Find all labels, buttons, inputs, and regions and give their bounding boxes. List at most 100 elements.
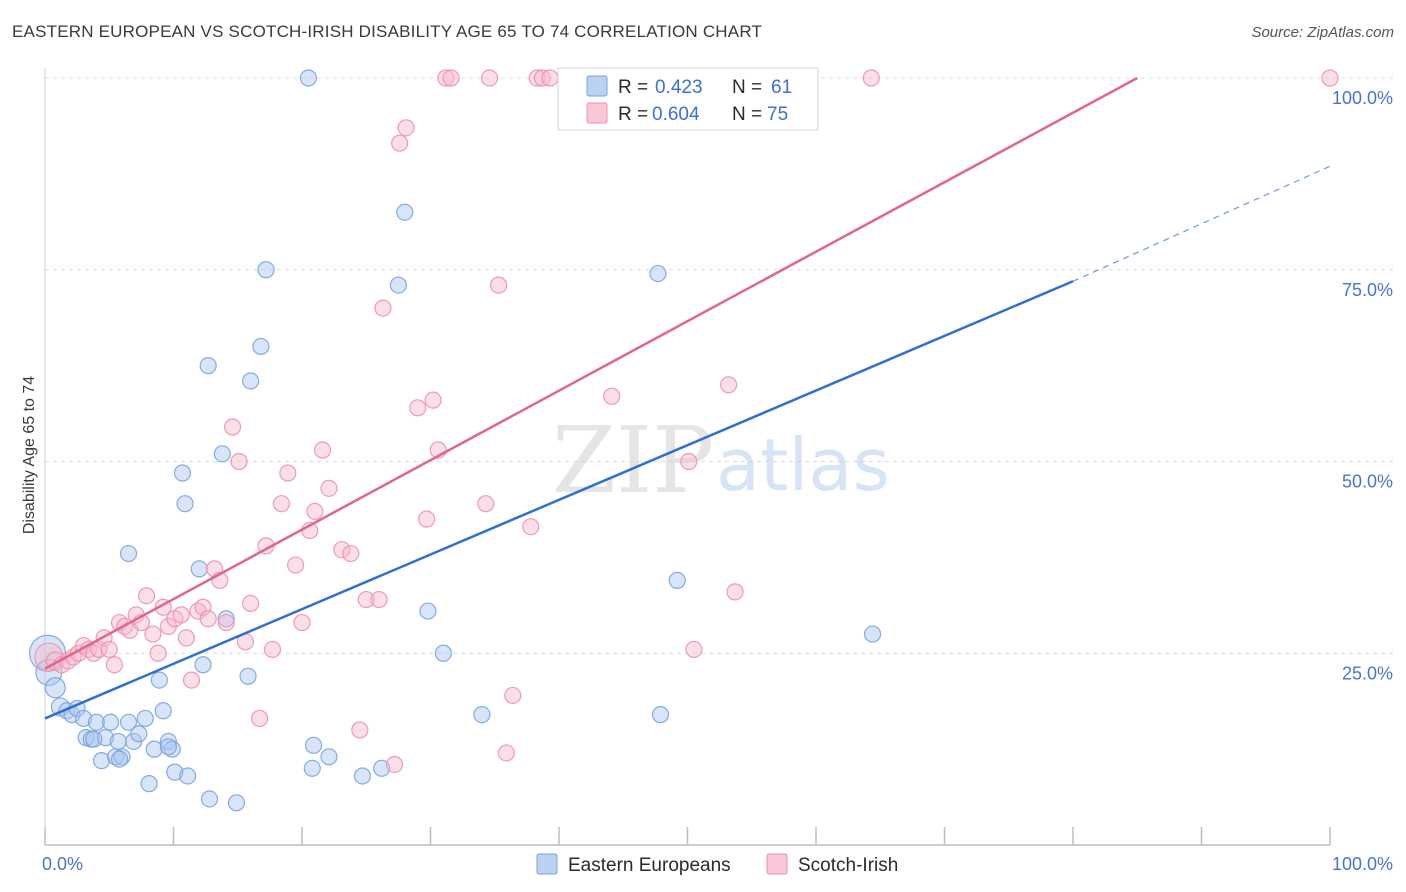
eastern-european-point-50: [473, 706, 491, 724]
scotch-irish-point-65: [490, 276, 508, 294]
eastern-european-point-41: [299, 69, 318, 87]
eastern-european-trend-extension: [1072, 165, 1331, 282]
eastern-european-point-55: [190, 560, 208, 578]
chart-title: EASTERN EUROPEAN VS SCOTCH-IRISH DISABIL…: [12, 22, 763, 41]
eastern-european-point-24: [154, 702, 172, 720]
scotch-irish-point-18: [137, 587, 156, 605]
chart-source: Source: ZipAtlas.com: [1251, 24, 1394, 41]
eastern-european-point-44: [353, 767, 371, 785]
stats-n-value-2: 75: [767, 104, 788, 125]
scotch-irish-point-47: [320, 479, 338, 497]
scotch-irish-point-32: [217, 613, 235, 632]
eastern-european-point-7: [74, 709, 93, 728]
eastern-european-point-60: [159, 738, 177, 756]
legend-swatch-scotch: [766, 853, 788, 875]
scotch-irish-point-25: [177, 629, 195, 647]
eastern-european-point-27: [166, 763, 184, 781]
eastern-european-point-43: [320, 748, 338, 766]
eastern-european-point-16: [113, 748, 131, 766]
stats-box: R = 0.423 N = 61 R = 0.604 N = 75: [557, 67, 819, 131]
axes: [44, 68, 1331, 846]
eastern-european-point-45: [373, 759, 391, 777]
eastern-european-point-52: [651, 706, 670, 724]
eastern-european-point-28: [173, 464, 192, 482]
watermark-atlas-text: atlas: [716, 423, 890, 507]
scotch-irish-point-55: [391, 134, 409, 152]
scotch-irish-point-26: [182, 671, 201, 689]
scotch-irish-point-45: [306, 502, 324, 520]
eastern-european-point-56: [119, 544, 138, 563]
eastern-european-point-51: [649, 264, 667, 283]
eastern-european-point-46: [389, 276, 407, 294]
eastern-european-point-54: [863, 625, 882, 643]
scotch-irish-trend-line: [44, 76, 1138, 670]
scotch-irish-point-77: [862, 69, 880, 87]
eastern-european-point-31: [194, 656, 212, 674]
eastern-european-point-17: [119, 713, 138, 731]
trend-lines: [44, 76, 1331, 720]
scotch-irish-point-74: [685, 640, 703, 659]
eastern-european-point-30: [179, 767, 197, 785]
scotch-irish-point-54: [385, 755, 404, 774]
y-tick-label-100: 100.0%: [1332, 88, 1393, 108]
scotch-irish-point-67: [504, 686, 522, 705]
eastern-european-point-53: [668, 571, 686, 589]
eastern-european-trend-line: [44, 280, 1074, 720]
stats-n-label-2: N =: [732, 104, 762, 125]
tick-labels: 25.0% 50.0% 75.0% 100.0% 0.0% 100.0%: [42, 88, 1393, 874]
scotch-irish-point-36: [242, 594, 260, 612]
scotch-irish-point-12: [105, 656, 123, 674]
stats-r-label-1: R =: [618, 77, 648, 98]
eastern-european-point-57: [303, 759, 321, 777]
scotch-irish-point-37: [250, 709, 269, 728]
x-tick-label-max: 100.0%: [1332, 854, 1393, 874]
eastern-european-point-34: [213, 445, 231, 463]
scotch-irish-point-75: [720, 376, 738, 394]
scotch-irish-point-50: [351, 721, 369, 739]
scotch-irish-point-20: [149, 644, 167, 662]
scotch-irish-point-51: [357, 590, 375, 609]
eastern-european-point-23: [150, 671, 168, 689]
stats-swatch-eastern: [586, 75, 608, 97]
eastern-european-point-37: [239, 667, 257, 685]
eastern-european-point-48: [419, 602, 437, 620]
eastern-european-point-40: [257, 261, 275, 279]
eastern-european-point-21: [140, 775, 158, 793]
scotch-irish-point-42: [286, 556, 305, 574]
eastern-european-point-11: [92, 752, 111, 770]
scotch-irish-point-73: [680, 452, 698, 471]
scotch-irish-point-61: [437, 69, 455, 87]
scotch-irish-point-39: [263, 640, 282, 659]
legend-swatch-eastern: [536, 853, 558, 875]
scotch-irish-point-58: [418, 510, 436, 528]
scotch-irish-point-64: [481, 69, 499, 87]
scotch-irish-point-34: [230, 452, 248, 471]
scotch-irish-point-53: [374, 299, 392, 317]
eastern-european-point-33: [200, 790, 219, 808]
scotch-irish-point-48: [333, 541, 351, 559]
scotch-irish-point-49: [342, 544, 360, 563]
eastern-european-point-15: [109, 732, 127, 751]
scotch-irish-point-72: [603, 387, 621, 405]
eastern-european-point-13: [101, 713, 120, 731]
watermark: ZIP atlas: [552, 407, 890, 514]
scotch-irish-point-66: [497, 744, 515, 762]
y-tick-label-75: 75.0%: [1342, 280, 1393, 300]
scotch-irish-point-56: [397, 119, 415, 137]
scotch-irish-point-68: [522, 518, 540, 536]
eastern-european-point-22: [145, 740, 163, 758]
eastern-european-point-19: [130, 725, 148, 743]
scotch-irish-point-63: [477, 495, 495, 513]
eastern-european-point-39: [252, 337, 270, 356]
stats-n-value-1: 61: [771, 77, 792, 98]
eastern-european-point-58: [85, 730, 103, 748]
scotch-irish-point-62: [442, 69, 460, 87]
watermark-zip-text: ZIP: [552, 407, 714, 514]
eastern-european-point-47: [396, 203, 414, 221]
legend-label-scotch: Scotch-Irish: [798, 855, 898, 876]
eastern-european-point-59: [110, 750, 129, 768]
scotch-irish-point-78: [1321, 69, 1339, 87]
scotch-irish-point-29: [199, 610, 217, 628]
data-points: [28, 69, 1339, 812]
